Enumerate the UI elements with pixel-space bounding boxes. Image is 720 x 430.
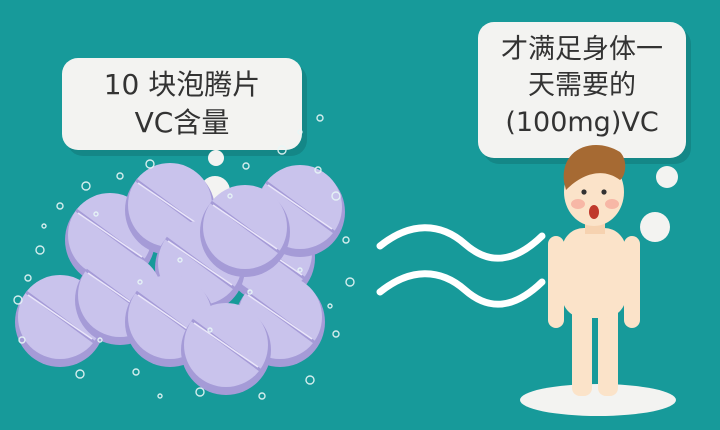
right-thought-dot-large [640,212,670,242]
left-bubble-line-2: VC含量 [134,105,230,139]
right-bubble-line-1: 才满足身体一 [501,34,663,65]
right-bubble-line-2: 天需要的 [528,70,636,102]
right-thought-dot-small [656,166,678,188]
child-figure-icon [520,144,676,416]
right-bubble-line-3: (100mg)VC [505,106,659,138]
fizz-bubbles [13,114,355,400]
left-speech-bubble: 10 块泡腾片 VC含量 [62,58,302,150]
left-bubble-line-1: 10 块泡腾片 [103,68,261,101]
approximately-equal-icon [376,224,546,308]
left-thought-dot-small [208,150,224,166]
right-speech-bubble: 才满足身体一 天需要的 (100mg)VC [478,22,686,158]
effervescent-tablet-icon [13,161,347,397]
